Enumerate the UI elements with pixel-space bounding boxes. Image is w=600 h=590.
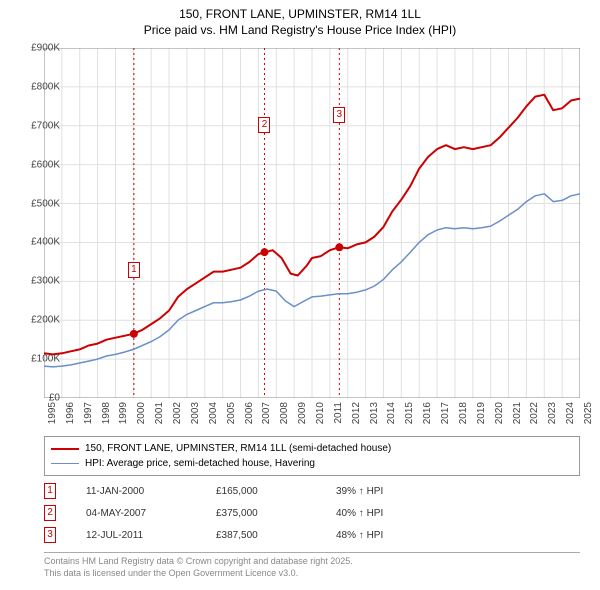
legend-label: 150, FRONT LANE, UPMINSTER, RM14 1LL (se… [85, 441, 391, 456]
x-tick-label: 2004 [208, 402, 219, 424]
x-tick-label: 2018 [458, 402, 469, 424]
x-tick-label: 2024 [565, 402, 576, 424]
footer-line-1: Contains HM Land Registry data © Crown c… [44, 556, 580, 568]
x-tick-label: 2023 [547, 402, 558, 424]
chart-svg [44, 48, 580, 398]
marker-pct: 39% ↑ HPI [336, 486, 466, 497]
marker-pct: 40% ↑ HPI [336, 508, 466, 519]
marker-pct: 48% ↑ HPI [336, 530, 466, 541]
x-tick-label: 2002 [172, 402, 183, 424]
legend-item: HPI: Average price, semi-detached house,… [51, 456, 573, 471]
legend-swatch [51, 463, 79, 465]
y-tick-label: £900K [31, 43, 60, 54]
marker-price: £387,500 [216, 530, 336, 541]
x-tick-label: 2007 [261, 402, 272, 424]
marker-number-box: 2 [44, 505, 56, 521]
legend-label: HPI: Average price, semi-detached house,… [85, 456, 315, 471]
x-tick-label: 2021 [512, 402, 523, 424]
x-tick-label: 2008 [279, 402, 290, 424]
markers-table: 1 11-JAN-2000£165,00039% ↑ HPI 2 04-MAY-200… [44, 480, 580, 546]
x-tick-label: 1995 [47, 402, 58, 424]
chart-marker-label: 2 [258, 117, 270, 133]
x-tick-label: 2014 [386, 402, 397, 424]
marker-table-row: 3 12-JUL-2011£387,50048% ↑ HPI [44, 524, 580, 546]
title-line-2: Price paid vs. HM Land Registry's House … [0, 22, 600, 38]
x-tick-label: 2022 [529, 402, 540, 424]
x-tick-label: 2016 [422, 402, 433, 424]
x-tick-label: 2015 [404, 402, 415, 424]
marker-table-row: 1 11-JAN-2000£165,00039% ↑ HPI [44, 480, 580, 502]
footer-line-2: This data is licensed under the Open Gov… [44, 568, 580, 580]
marker-date: 11-JAN-2000 [86, 486, 216, 497]
x-tick-label: 2020 [494, 402, 505, 424]
y-tick-label: £400K [31, 237, 60, 248]
x-tick-label: 1996 [65, 402, 76, 424]
legend-swatch [51, 448, 79, 450]
x-tick-label: 2010 [315, 402, 326, 424]
marker-date: 04-MAY-2007 [86, 508, 216, 519]
x-tick-label: 1997 [83, 402, 94, 424]
y-tick-label: £800K [31, 81, 60, 92]
legend-item: 150, FRONT LANE, UPMINSTER, RM14 1LL (se… [51, 441, 573, 456]
chart-marker-label: 1 [128, 262, 140, 278]
y-tick-label: £300K [31, 276, 60, 287]
chart-marker-label: 3 [333, 107, 345, 123]
y-tick-label: £700K [31, 120, 60, 131]
footer-note: Contains HM Land Registry data © Crown c… [44, 552, 580, 579]
y-tick-label: £500K [31, 198, 60, 209]
marker-price: £375,000 [216, 508, 336, 519]
x-tick-label: 2005 [226, 402, 237, 424]
x-tick-label: 1998 [101, 402, 112, 424]
legend-box: 150, FRONT LANE, UPMINSTER, RM14 1LL (se… [44, 436, 580, 476]
x-tick-label: 2013 [369, 402, 380, 424]
chart-container: 150, FRONT LANE, UPMINSTER, RM14 1LL Pri… [0, 0, 600, 590]
title-block: 150, FRONT LANE, UPMINSTER, RM14 1LL Pri… [0, 0, 600, 38]
marker-price: £165,000 [216, 486, 336, 497]
x-tick-label: 2000 [136, 402, 147, 424]
x-tick-label: 2011 [333, 402, 344, 424]
x-tick-label: 2017 [440, 402, 451, 424]
marker-number-box: 3 [44, 527, 56, 543]
x-tick-label: 2019 [476, 402, 487, 424]
marker-date: 12-JUL-2011 [86, 530, 216, 541]
y-tick-label: £100K [31, 354, 60, 365]
marker-table-row: 2 04-MAY-2007£375,00040% ↑ HPI [44, 502, 580, 524]
marker-number-box: 1 [44, 483, 56, 499]
title-line-1: 150, FRONT LANE, UPMINSTER, RM14 1LL [0, 6, 600, 22]
x-tick-label: 2001 [154, 402, 165, 424]
x-tick-label: 2009 [297, 402, 308, 424]
y-tick-label: £200K [31, 315, 60, 326]
x-tick-label: 2003 [190, 402, 201, 424]
chart-plot-area [44, 48, 580, 398]
x-tick-label: 1999 [118, 402, 129, 424]
y-tick-label: £600K [31, 159, 60, 170]
x-tick-label: 2025 [583, 402, 594, 424]
x-tick-label: 2012 [351, 402, 362, 424]
x-tick-label: 2006 [244, 402, 255, 424]
